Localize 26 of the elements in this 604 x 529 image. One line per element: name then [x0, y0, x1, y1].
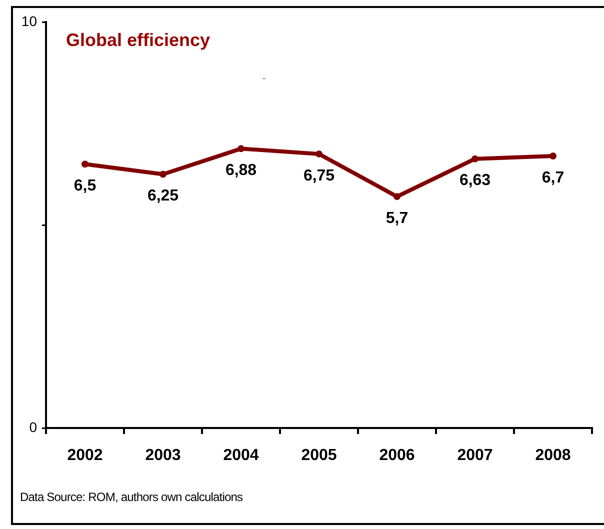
x-tick-label: 2003 — [145, 447, 181, 464]
annotation: - — [262, 70, 266, 86]
data-label: 5,7 — [386, 210, 408, 227]
point — [82, 160, 88, 168]
data-label: 6,7 — [542, 169, 564, 186]
point — [472, 155, 478, 162]
x-tick-label: 2007 — [457, 447, 493, 464]
x-tick-label: 2004 — [223, 447, 259, 464]
point — [238, 145, 244, 152]
x-tick-label: 2002 — [67, 447, 103, 464]
data-label: 6,5 — [74, 178, 96, 195]
x-tick-label: 2008 — [535, 447, 571, 464]
x-tick-label: 2006 — [379, 447, 415, 464]
point — [550, 152, 556, 160]
data-label: 6,75 — [303, 167, 335, 184]
chart-title: Global efficiency — [66, 29, 210, 51]
data-label: 6,63 — [459, 172, 491, 190]
point — [316, 150, 322, 158]
point — [160, 170, 166, 178]
data-label: 6,88 — [225, 162, 257, 180]
x-tick-label: 2005 — [301, 447, 337, 464]
y-tick-label: 10 — [21, 12, 38, 29]
source-note: Data Source: ROM, authors own calculations — [20, 489, 243, 505]
point — [394, 193, 400, 200]
data-label: 6,25 — [147, 188, 179, 205]
y-tick-label: 0 — [29, 418, 38, 435]
